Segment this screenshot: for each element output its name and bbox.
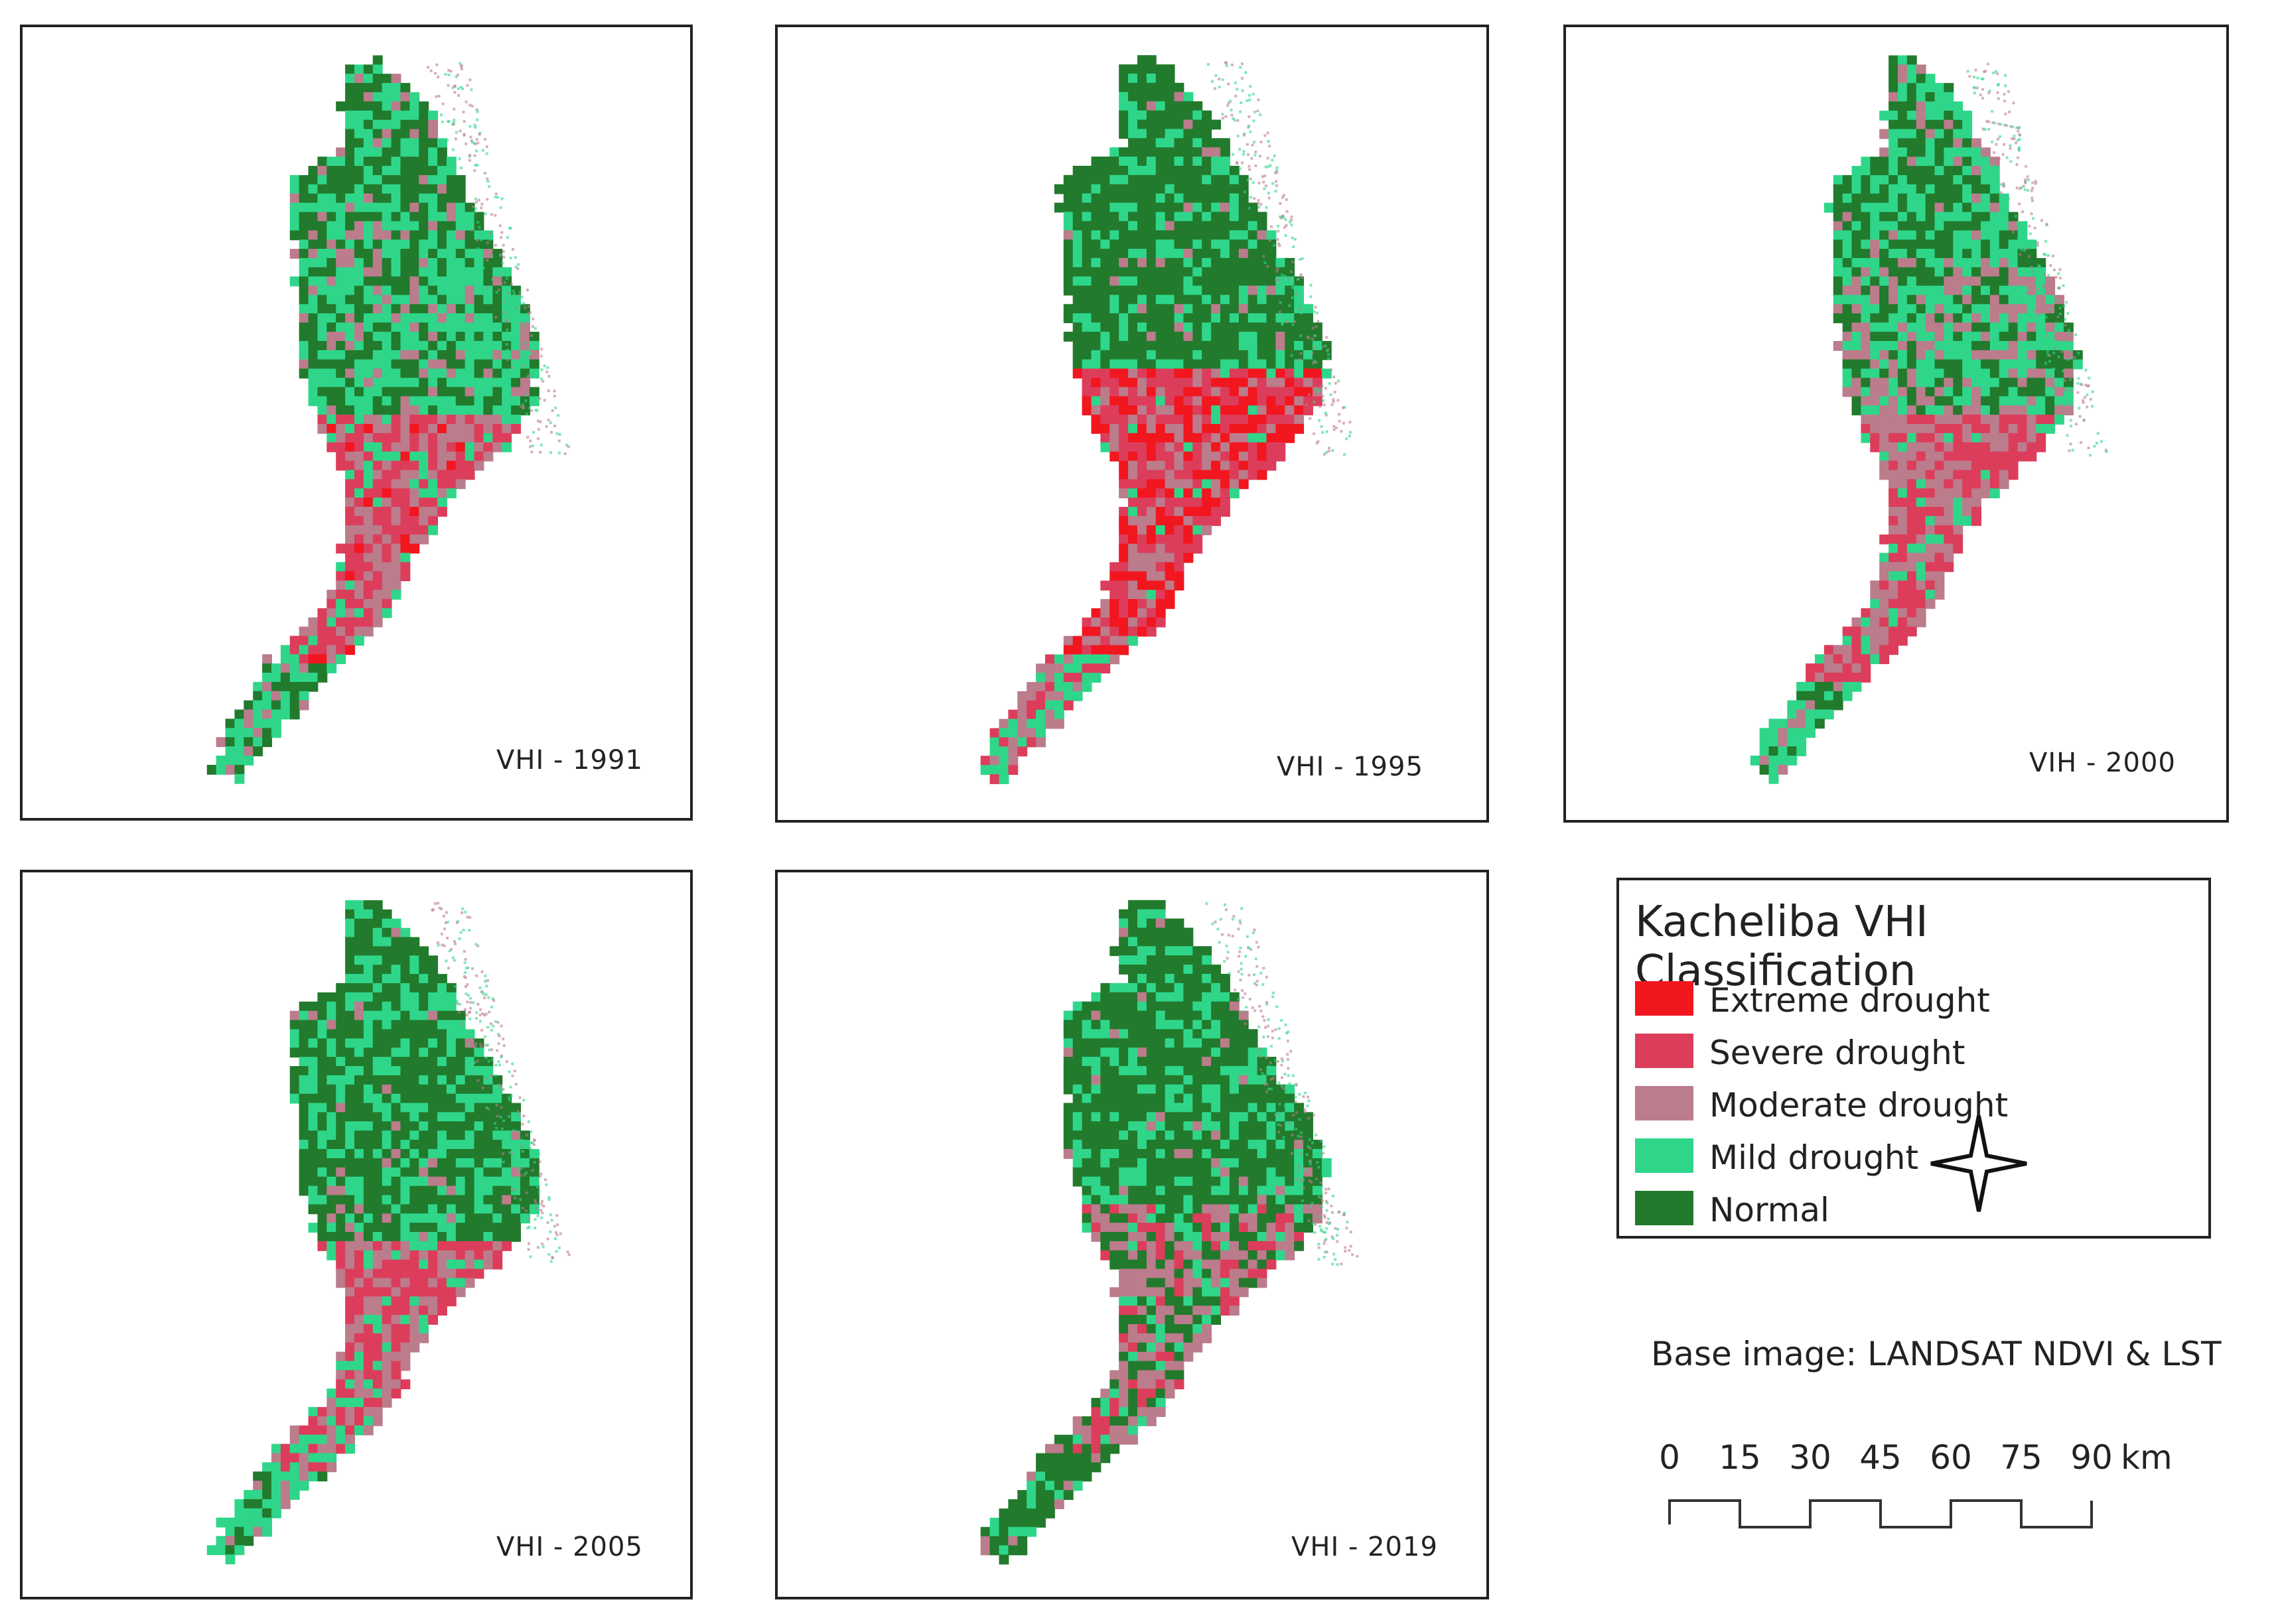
map-panel-2019: VHI - 2019 [775,870,1489,1599]
scale-tick-label: 0 [1659,1438,1680,1477]
map-2019 [980,900,1359,1565]
scale-tick-label: 90 [2070,1438,2113,1477]
legend-label: Moderate drought [1709,1086,2009,1124]
legend-label: Normal [1709,1191,1829,1229]
map-2005 [206,900,571,1565]
base-image-note: Base image: LANDSAT NDVI & LST [1651,1335,2222,1373]
scale-tick-label: 60 [1930,1438,1972,1477]
map-fringe [1206,61,1352,456]
north-arrow-star-icon [1930,1115,2027,1212]
map-raster [980,55,1332,784]
map-fringe [1205,902,1359,1266]
map-1995 [980,55,1352,784]
map-panel-1991: VHI - 1991 [20,25,693,821]
map-raster [206,900,539,1565]
scale-bar: 0 15 30 45 60 75 90 km [1639,1438,2183,1544]
map-fringe [431,902,571,1263]
map-1991 [206,55,570,784]
legend-swatch [1635,1138,1693,1173]
map-panel-2000: VIH - 2000 [1563,25,2229,823]
scale-tick-label: 75 [2000,1438,2042,1477]
legend-swatch [1635,1086,1693,1120]
panel-label: VHI - 2005 [496,1532,643,1562]
panel-label: VHI - 2019 [1291,1532,1438,1562]
map-2000 [1750,55,2108,784]
legend-label: Mild drought [1709,1138,1919,1177]
panel-label: VHI - 1995 [1277,752,1423,782]
panel-label: VIH - 2000 [2029,748,2176,778]
scale-tick-label: 45 [1859,1438,1902,1477]
map-raster [1750,55,2083,784]
map-raster [980,900,1332,1565]
map-panel-2005: VHI - 2005 [20,870,693,1599]
scale-bar-line [1668,1499,2093,1528]
panel-label: VHI - 1991 [496,745,643,776]
legend-swatch [1635,981,1693,1016]
map-panel-1995: VHI - 1995 [775,25,1489,823]
map-fringe [1966,62,2108,457]
scale-tick-label: 15 [1719,1438,1761,1477]
legend-title: Kacheliba VHI Classification [1635,898,1928,996]
legend-label: Extreme drought [1709,981,1990,1020]
scale-tick-label: 30 [1789,1438,1831,1477]
map-raster [206,55,539,784]
legend-label: Severe drought [1709,1034,1965,1072]
map-fringe [427,62,570,455]
legend: Kacheliba VHI Classification Extreme dro… [1616,878,2211,1239]
legend-swatch [1635,1191,1693,1225]
legend-swatch [1635,1034,1693,1068]
scale-unit: km [2121,1438,2173,1477]
